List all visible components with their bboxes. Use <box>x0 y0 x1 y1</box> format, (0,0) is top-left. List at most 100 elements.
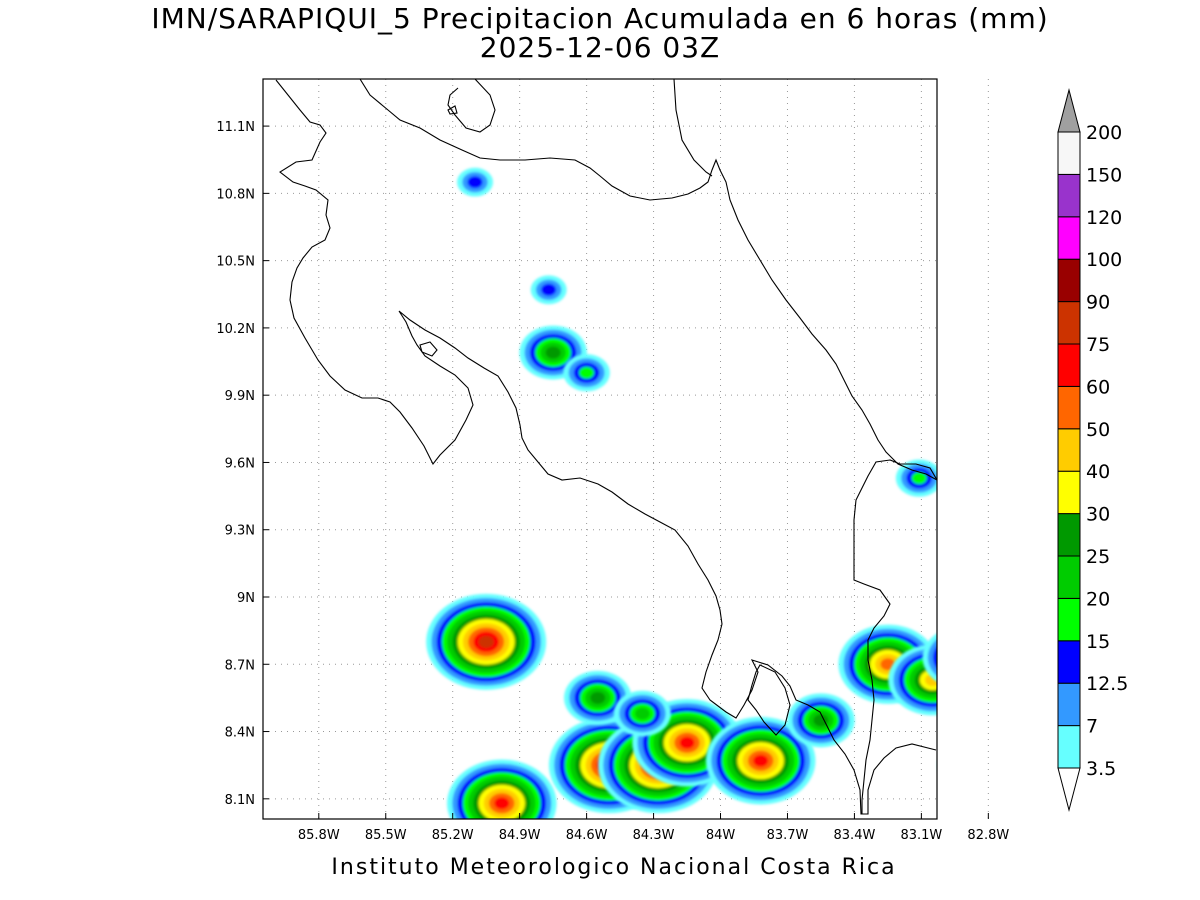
precipitation-field <box>426 167 1006 819</box>
colorbar-swatch <box>1057 343 1081 387</box>
precip-contour <box>980 733 1006 753</box>
precip-cell <box>563 354 610 392</box>
x-tick-label: 82.8W <box>967 828 1009 843</box>
colorbar-label: 90 <box>1086 292 1110 314</box>
colorbar-label: 150 <box>1086 164 1122 186</box>
precip-cell <box>895 459 937 497</box>
precip-cell <box>613 690 671 737</box>
colorbar-swatch <box>1057 301 1081 345</box>
y-tick-label: 9.3N <box>225 524 255 539</box>
y-tick-label: 8.4N <box>225 726 255 741</box>
y-tick-label: 8.1N <box>225 793 255 808</box>
coastline-borders <box>275 79 937 815</box>
colorbar-swatch <box>1057 682 1081 727</box>
colorbar-legend: 3.5 7 12.5 15 20 25 30 40 50 60 75 90 100 120 150 200 <box>1057 88 1128 812</box>
colorbar-label: 25 <box>1086 546 1110 568</box>
precip-contour <box>813 714 829 727</box>
precip-contour <box>959 759 974 771</box>
y-tick-label: 9N <box>237 591 255 606</box>
colorbar-swatch <box>1057 725 1081 769</box>
colorbar-label: 30 <box>1086 504 1110 526</box>
colorbar-label: 200 <box>1086 122 1122 144</box>
precip-contour <box>579 366 595 379</box>
precip-contour <box>949 647 975 667</box>
colorbar-swatch <box>1057 258 1081 303</box>
x-tick-label: 83.4W <box>834 828 876 843</box>
precip-contour <box>467 176 483 189</box>
y-tick-label: 10.5N <box>216 255 255 270</box>
x-tick-label: 84W <box>706 828 736 843</box>
precip-contour <box>954 652 969 664</box>
precip-contour <box>953 755 979 775</box>
precip-cell <box>457 167 494 197</box>
precip-contour <box>634 707 650 720</box>
colorbar-under-triangle <box>1057 767 1081 812</box>
colorbar-swatch <box>1057 173 1081 218</box>
colorbar-label: 100 <box>1086 249 1122 271</box>
precip-cell <box>980 733 1006 753</box>
y-tick-label: 10.2N <box>216 322 255 337</box>
precip-cell <box>787 693 855 748</box>
colorbar-swatch <box>1057 640 1081 684</box>
colorbar-label: 7 <box>1086 716 1098 738</box>
longitude-axis: 85.8W 85.5W 85.2W 84.9W 84.6W 84.3W 84W 83.7W 83… <box>298 813 1009 843</box>
x-tick-label: 84.9W <box>499 828 541 843</box>
precip-contour <box>927 639 937 677</box>
colorbar-swatch <box>1057 597 1081 642</box>
precip-contour <box>938 639 985 676</box>
colorbar-over-triangle <box>1057 88 1081 133</box>
precip-cell <box>922 633 985 682</box>
x-tick-label: 84.6W <box>566 828 608 843</box>
y-tick-label: 11.1N <box>216 120 255 135</box>
colorbar-label: 120 <box>1086 207 1122 229</box>
precip-contour <box>948 751 984 780</box>
colorbar-label: 15 <box>1086 631 1110 653</box>
precip-contour <box>943 747 990 784</box>
precip-cell <box>938 742 995 788</box>
map-valid-time: 2025-12-06 03Z <box>479 31 721 64</box>
precip-cell <box>705 716 816 805</box>
x-tick-label: 85.2W <box>432 828 474 843</box>
plot-frame <box>262 78 938 820</box>
precip-cell <box>530 275 567 305</box>
x-tick-label: 83.1W <box>900 828 942 843</box>
colorbar-swatch <box>1057 555 1081 599</box>
colorbar-label: 75 <box>1086 334 1110 356</box>
precip-contour <box>944 643 980 672</box>
precip-contour <box>541 283 557 296</box>
colorbar-label: 20 <box>1086 588 1110 610</box>
precip-contour <box>494 797 510 810</box>
precip-cell <box>564 670 632 725</box>
y-tick-label: 8.7N <box>225 658 255 673</box>
x-tick-label: 83.7W <box>767 828 809 843</box>
x-tick-label: 85.5W <box>365 828 407 843</box>
precip-contour <box>753 754 769 767</box>
precip-contour <box>478 635 494 648</box>
colorbar-swatch <box>1057 428 1081 472</box>
map-title: IMN/SARAPIQUI_5 Precipitacion Acumulada … <box>151 2 1049 35</box>
footer-credit: Instituto Meteorologico Nacional Costa R… <box>331 855 897 880</box>
colorbar-swatch <box>1057 513 1081 557</box>
precip-contour <box>985 737 1000 749</box>
latitude-axis: 11.1N 10.8N 10.5N 10.2N 9.9N 9.6N 9.3N 9N 8.7N 8.… <box>216 120 269 808</box>
colorbar-label: 40 <box>1086 461 1110 483</box>
colorbar-label: 50 <box>1086 419 1110 441</box>
precip-cell <box>426 593 547 690</box>
precip-contour <box>590 691 606 704</box>
precip-contour <box>933 645 937 670</box>
colorbar-swatch <box>1057 470 1081 515</box>
precip-contour <box>545 346 561 359</box>
colorbar-label: 60 <box>1086 376 1110 398</box>
colorbar-swatch <box>1057 216 1081 260</box>
precip-contour <box>938 742 995 788</box>
precip-cell <box>447 759 557 819</box>
y-tick-label: 9.6N <box>225 456 255 471</box>
y-tick-label: 9.9N <box>225 389 255 404</box>
y-tick-label: 10.8N <box>216 187 255 202</box>
precip-contour <box>679 736 695 749</box>
colorbar-label: 3.5 <box>1086 758 1116 780</box>
x-tick-label: 84.3W <box>633 828 675 843</box>
x-tick-label: 85.8W <box>298 828 340 843</box>
colorbar-label: 12.5 <box>1086 673 1128 695</box>
